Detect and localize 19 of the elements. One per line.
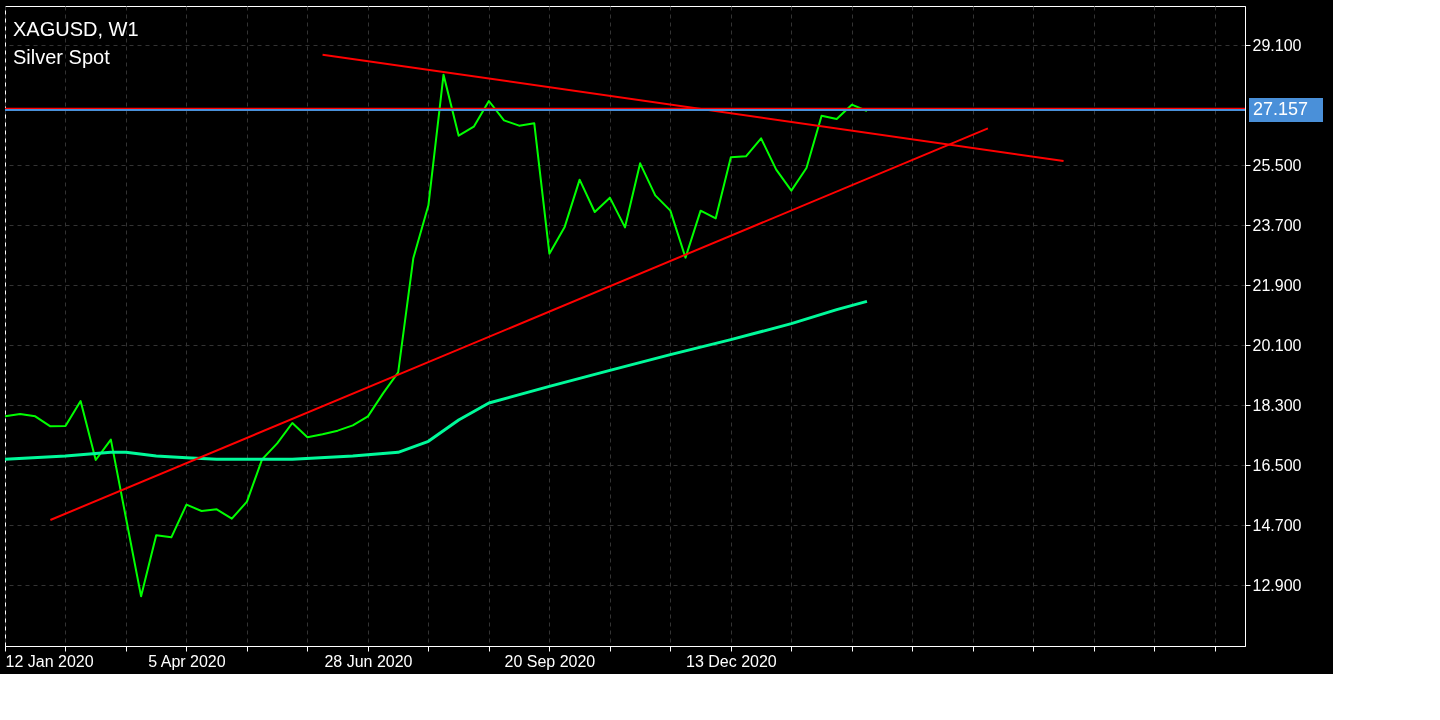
text: XAGUSD, W1 — [13, 18, 139, 40]
y-tick-label: 21.900 — [1252, 276, 1302, 294]
line-series — [5, 299, 869, 461]
y-tick-label: 12.900 — [1252, 576, 1302, 594]
y-tick-label: 20.100 — [1252, 336, 1302, 354]
x-tick-label: 20 Sep 2020 — [504, 652, 596, 670]
y-tick-label: 14.700 — [1252, 516, 1302, 534]
line-series — [5, 73, 868, 598]
y-tick-label: 16.500 — [1252, 456, 1302, 474]
text: Silver Spot — [13, 46, 111, 68]
ref-line-label: 27.157 — [1253, 99, 1309, 120]
y-tick-label: 23.700 — [1252, 216, 1302, 234]
x-tick-label: 5 Apr 2020 — [148, 652, 226, 670]
x-tick-label: 13 Dec 2020 — [685, 652, 777, 670]
y-tick-label: 18.300 — [1252, 396, 1302, 414]
x-tick-label: 12 Jan 2020 — [5, 652, 94, 670]
y-tick-label: 29.100 — [1252, 36, 1302, 54]
x-tick-label: 28 Jun 2020 — [324, 652, 413, 670]
y-tick-label: 25.500 — [1252, 156, 1302, 174]
